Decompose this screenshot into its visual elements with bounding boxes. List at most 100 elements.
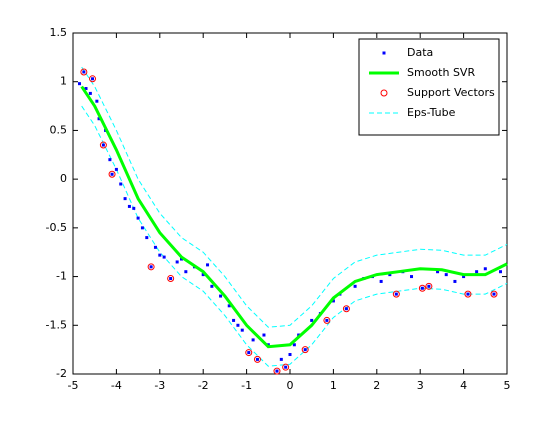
- data-point: [247, 351, 251, 355]
- data-point: [162, 255, 166, 259]
- support-vector: [253, 355, 261, 363]
- data-point: [275, 369, 279, 373]
- x-tick-label: -5: [68, 379, 79, 392]
- y-tick-label: -0.5: [46, 221, 67, 234]
- legend-label: Eps-Tube: [407, 106, 456, 119]
- tube-upper: [81, 66, 508, 328]
- data-point: [175, 260, 179, 264]
- data-point: [140, 226, 144, 230]
- support-vector: [464, 290, 472, 298]
- legend-label: Smooth SVR: [407, 66, 475, 79]
- data-point: [240, 328, 244, 332]
- x-tick-label: -1: [241, 379, 252, 392]
- support-vector: [273, 367, 281, 375]
- data-point: [427, 284, 431, 288]
- y-tick-label: -2: [56, 367, 67, 380]
- data-point: [119, 182, 123, 186]
- support-vector: [108, 170, 116, 178]
- y-tick-label: 0.5: [50, 123, 68, 136]
- data-point: [158, 253, 162, 257]
- data-point: [108, 158, 112, 162]
- data-point: [127, 204, 131, 208]
- data-point: [114, 167, 118, 171]
- data-point: [462, 275, 466, 279]
- data-point: [232, 318, 236, 322]
- legend-icon: [382, 51, 386, 55]
- data-point: [292, 343, 296, 347]
- data-point: [325, 318, 329, 322]
- x-tick-label: 5: [504, 379, 511, 392]
- data-point: [379, 279, 383, 283]
- data-point: [394, 292, 398, 296]
- data-point: [492, 292, 496, 296]
- y-tick-label: -1.5: [46, 318, 67, 331]
- tube-lower: [81, 105, 508, 367]
- y-tick-label: 1: [60, 75, 67, 88]
- x-tick-label: -2: [198, 379, 209, 392]
- data-point: [236, 323, 240, 327]
- data-point: [410, 275, 414, 279]
- data-point: [251, 338, 255, 342]
- support-vector: [147, 263, 155, 271]
- legend-icon: [380, 89, 388, 97]
- data-point: [288, 353, 292, 357]
- data-point: [145, 236, 149, 240]
- data-point: [184, 270, 188, 274]
- data-point: [97, 117, 101, 121]
- support-vector: [245, 349, 253, 357]
- data-point: [310, 318, 314, 322]
- data-point: [498, 270, 502, 274]
- data-point: [110, 172, 114, 176]
- data-point: [255, 357, 259, 361]
- x-tick-label: -4: [111, 379, 122, 392]
- data-point: [169, 277, 173, 281]
- data-point: [101, 143, 105, 147]
- data-point: [388, 273, 392, 277]
- x-tick-label: -3: [154, 379, 165, 392]
- data-point: [436, 270, 440, 274]
- data-point: [84, 87, 88, 91]
- data-point: [132, 206, 136, 210]
- support-vector: [323, 316, 331, 324]
- support-vector: [282, 363, 290, 371]
- data-point: [210, 284, 214, 288]
- data-point: [153, 245, 157, 249]
- support-vector: [418, 284, 426, 292]
- support-vector: [392, 290, 400, 298]
- data-point: [180, 257, 183, 261]
- data-point: [420, 286, 424, 290]
- legend-box: [358, 38, 500, 136]
- x-tick-label: 0: [287, 379, 294, 392]
- support-vector: [167, 275, 175, 283]
- data-point: [262, 333, 266, 337]
- legend-label: Support Vectors: [407, 86, 495, 99]
- data-point: [444, 273, 448, 277]
- data-point: [483, 267, 487, 271]
- data-point: [453, 279, 457, 283]
- support-vector: [301, 346, 309, 354]
- x-tick-label: 3: [417, 379, 424, 392]
- support-vector: [425, 282, 433, 290]
- data-point: [466, 292, 470, 296]
- data-point: [136, 216, 140, 220]
- data-point: [353, 284, 357, 288]
- data-point: [344, 307, 348, 311]
- y-tick-label: -1: [56, 270, 67, 283]
- data-point: [91, 77, 95, 81]
- data-point: [219, 294, 223, 298]
- legend-label: Data: [407, 46, 433, 59]
- data-point: [279, 357, 283, 361]
- data-point: [303, 348, 307, 352]
- data-point: [201, 273, 205, 277]
- support-vector: [89, 75, 97, 83]
- data-point: [331, 299, 335, 303]
- support-vector: [342, 305, 350, 313]
- support-vector: [80, 68, 88, 76]
- data-point: [123, 197, 127, 201]
- support-vector: [490, 290, 498, 298]
- y-tick-label: 0: [60, 172, 67, 185]
- x-tick-label: 1: [330, 379, 337, 392]
- support-vector: [99, 141, 107, 149]
- data-point: [78, 82, 82, 86]
